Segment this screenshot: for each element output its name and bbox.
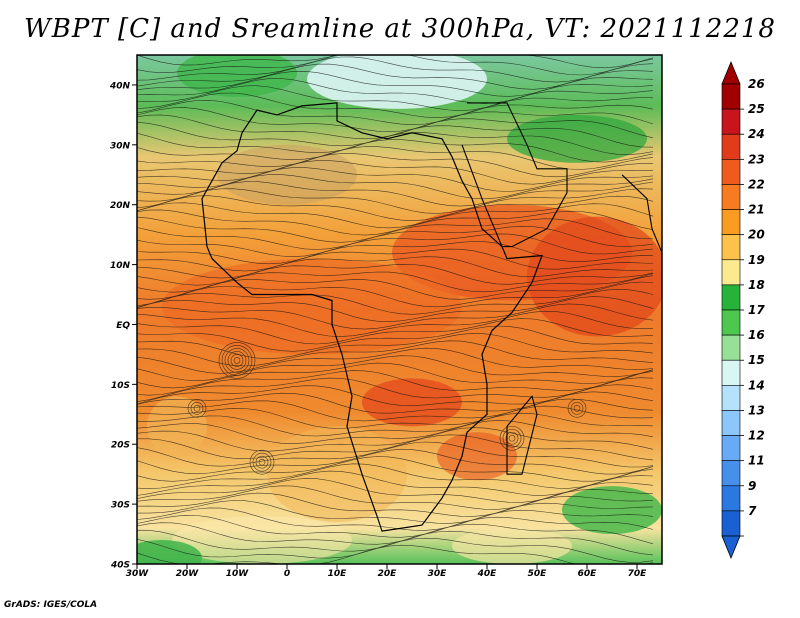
coastline-india bbox=[621, 174, 662, 255]
lon-tick-label: 20E bbox=[378, 569, 398, 579]
vortex-ring bbox=[227, 351, 247, 370]
vortex-ring bbox=[224, 348, 250, 373]
vortex-ring bbox=[570, 402, 584, 415]
vortex-ring bbox=[193, 405, 201, 412]
colorbar-segment bbox=[721, 510, 741, 537]
colorbar-segment bbox=[721, 485, 741, 512]
colorbar-label: 20 bbox=[748, 228, 765, 242]
lon-tick-label: 30E bbox=[428, 569, 448, 579]
colorbar-bottom-arrow bbox=[721, 535, 741, 560]
lon-tick-label: 0 bbox=[284, 569, 290, 579]
colorbar-top-arrow bbox=[721, 60, 741, 85]
vortex-ring bbox=[187, 399, 207, 418]
colorbar-segment bbox=[721, 309, 741, 336]
lon-tick-label: 40E bbox=[477, 569, 498, 579]
vortex-ring bbox=[505, 431, 519, 445]
coastline-madagascar bbox=[506, 395, 538, 475]
lon-tick-label: 10W bbox=[226, 569, 250, 579]
vortex-ring bbox=[233, 357, 241, 364]
colorbar-label: 21 bbox=[748, 203, 765, 217]
colorbar-label: 22 bbox=[748, 177, 765, 191]
colorbar-segment bbox=[721, 435, 741, 461]
vortex-ring bbox=[567, 399, 587, 418]
plot-frame bbox=[136, 54, 663, 565]
colorbar-label: 18 bbox=[748, 278, 765, 292]
vortex-ring bbox=[221, 345, 253, 376]
colorbar-segment bbox=[721, 410, 741, 436]
grads-credit: GrADS: IGES/COLA bbox=[4, 600, 98, 610]
lon-tick-label: 60E bbox=[578, 569, 598, 579]
chart-title: WBPT [C] and Sreamline at 300hPa, VT: 20… bbox=[24, 14, 776, 44]
streamlines bbox=[137, 55, 654, 564]
colorbar-label: 23 bbox=[748, 152, 765, 166]
colorbar-segment bbox=[721, 284, 741, 311]
colorbar-label: 16 bbox=[748, 328, 765, 342]
colorbar-label: 14 bbox=[748, 378, 765, 392]
colorbar-label: 17 bbox=[748, 303, 765, 317]
vortex-ring bbox=[252, 452, 272, 472]
vortex-ring bbox=[258, 458, 266, 466]
vortex-ring bbox=[230, 354, 244, 367]
lat-tick-label: 10N bbox=[110, 261, 131, 271]
lon-tick-label: 50E bbox=[528, 569, 548, 579]
colorbar-label: 19 bbox=[748, 253, 765, 267]
lon-tick-label: 10E bbox=[328, 569, 348, 579]
colorbar-label: 7 bbox=[748, 504, 757, 518]
colorbar-label: 12 bbox=[748, 429, 765, 443]
colorbar-segment bbox=[721, 83, 741, 110]
vortex-ring bbox=[190, 402, 204, 415]
lon-tick-label: 30W bbox=[126, 569, 150, 579]
lat-tick-label: 30S bbox=[111, 501, 130, 511]
vortex-ring bbox=[573, 405, 581, 412]
wbpt-field bbox=[137, 55, 662, 564]
colorbar-label: 11 bbox=[748, 454, 765, 468]
colorbar-segment bbox=[721, 359, 741, 386]
colorbar-label: 26 bbox=[748, 77, 765, 91]
colorbar-segment bbox=[721, 108, 741, 135]
lat-tick-label: 10S bbox=[111, 381, 130, 391]
vortex-ring bbox=[502, 428, 522, 448]
colorbar-label: 13 bbox=[748, 403, 765, 417]
colorbar: 26 25 24 23 22 21 20 19 18 17 16 15 14 13 12 11 9 7 bbox=[721, 60, 765, 560]
colorbar-segment bbox=[721, 159, 741, 185]
lat-tick-label: EQ bbox=[116, 321, 130, 331]
colorbar-segment bbox=[721, 184, 741, 210]
lat-tick-label: 20N bbox=[110, 201, 131, 211]
vortex-ring bbox=[508, 434, 516, 442]
colorbar-label: 24 bbox=[748, 127, 765, 141]
lat-tick-label: 40S bbox=[110, 561, 130, 571]
coastline-arabia bbox=[461, 102, 568, 248]
lat-tick-label: 40N bbox=[109, 81, 131, 91]
colorbar-segment bbox=[721, 385, 741, 411]
colorbar-label: 9 bbox=[748, 479, 756, 493]
lat-tick-label: 20S bbox=[111, 441, 130, 451]
lon-tick-label: 70E bbox=[628, 569, 648, 579]
colorbar-segment bbox=[721, 133, 741, 160]
colorbar-segment bbox=[721, 209, 741, 235]
vortex-ring bbox=[249, 449, 275, 475]
coastline-africa bbox=[201, 102, 543, 532]
colorbar-segment bbox=[721, 234, 741, 261]
colorbar-label: 25 bbox=[748, 102, 765, 116]
colorbar-segment bbox=[721, 334, 741, 361]
vortex-ring bbox=[255, 455, 269, 469]
colorbar-segment bbox=[721, 259, 741, 286]
colorbar-label: 15 bbox=[748, 353, 765, 367]
colorbar-segment bbox=[721, 460, 741, 487]
lon-tick-label: 20W bbox=[176, 569, 200, 579]
lat-tick-label: 30N bbox=[110, 141, 131, 151]
vortex-ring bbox=[499, 425, 525, 451]
vortex-ring bbox=[218, 342, 256, 379]
